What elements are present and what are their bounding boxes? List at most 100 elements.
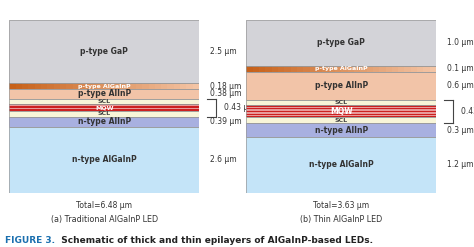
Bar bbox=[9, 99, 199, 104]
Bar bbox=[246, 137, 436, 193]
Text: 0.43 μm: 0.43 μm bbox=[461, 107, 474, 116]
Bar bbox=[161, 83, 167, 89]
Bar bbox=[9, 109, 199, 110]
Bar bbox=[9, 83, 16, 89]
Bar bbox=[142, 83, 148, 89]
Text: 1.2 μm: 1.2 μm bbox=[447, 160, 474, 169]
Text: 0.38 μm: 0.38 μm bbox=[210, 89, 242, 98]
Bar bbox=[148, 83, 155, 89]
Bar bbox=[9, 127, 199, 193]
Bar bbox=[297, 66, 303, 72]
Bar bbox=[246, 20, 436, 66]
Bar bbox=[9, 127, 199, 193]
Text: Schematic of thick and thin epilayers of AlGaInP-based LEDs.: Schematic of thick and thin epilayers of… bbox=[55, 236, 373, 245]
Bar bbox=[104, 83, 110, 89]
Bar bbox=[73, 83, 79, 89]
Bar bbox=[246, 123, 436, 137]
Text: MQW: MQW bbox=[95, 105, 114, 110]
Bar bbox=[272, 66, 278, 72]
Bar bbox=[373, 66, 379, 72]
Bar bbox=[411, 66, 417, 72]
Bar bbox=[9, 111, 199, 117]
Text: (a) Traditional AlGaInP LED: (a) Traditional AlGaInP LED bbox=[51, 215, 158, 224]
Bar bbox=[291, 66, 297, 72]
Bar bbox=[246, 20, 436, 66]
Bar bbox=[246, 100, 436, 105]
Text: SCL: SCL bbox=[98, 111, 111, 116]
Text: FIGURE 3.: FIGURE 3. bbox=[5, 236, 55, 245]
Bar bbox=[246, 137, 436, 193]
Bar bbox=[246, 107, 436, 108]
Text: Total=6.48 μm: Total=6.48 μm bbox=[76, 201, 132, 210]
Bar bbox=[9, 99, 199, 104]
Text: 0.39 μm: 0.39 μm bbox=[210, 117, 242, 126]
Bar bbox=[385, 66, 392, 72]
Bar bbox=[246, 109, 436, 111]
Text: p-type AlInP: p-type AlInP bbox=[78, 89, 131, 98]
Bar bbox=[246, 117, 436, 123]
Bar bbox=[174, 83, 180, 89]
Bar bbox=[186, 83, 193, 89]
Text: n-type AlInP: n-type AlInP bbox=[78, 117, 131, 126]
Bar bbox=[79, 83, 85, 89]
Bar bbox=[246, 72, 436, 100]
Bar bbox=[423, 66, 430, 72]
Bar bbox=[91, 83, 98, 89]
Text: SCL: SCL bbox=[335, 118, 348, 123]
Text: 0.18 μm: 0.18 μm bbox=[210, 82, 242, 91]
Bar bbox=[246, 105, 436, 117]
Bar bbox=[167, 83, 174, 89]
Bar bbox=[259, 66, 265, 72]
Bar bbox=[9, 106, 199, 107]
Text: 2.5 μm: 2.5 μm bbox=[210, 47, 237, 56]
Text: p-type AlInP: p-type AlInP bbox=[315, 81, 368, 90]
Text: 0.43 μm: 0.43 μm bbox=[224, 103, 255, 112]
Bar bbox=[246, 100, 436, 105]
Bar bbox=[110, 83, 117, 89]
Bar bbox=[366, 66, 373, 72]
Bar bbox=[9, 108, 199, 109]
Bar bbox=[41, 83, 47, 89]
Bar bbox=[265, 66, 272, 72]
Text: p-type GaP: p-type GaP bbox=[80, 47, 128, 56]
Bar bbox=[9, 89, 199, 99]
Bar bbox=[417, 66, 423, 72]
Bar bbox=[316, 66, 322, 72]
Bar bbox=[246, 105, 436, 117]
Text: (b) Thin AlGaInP LED: (b) Thin AlGaInP LED bbox=[300, 215, 383, 224]
Bar bbox=[9, 105, 199, 106]
Bar bbox=[253, 66, 259, 72]
Bar bbox=[9, 117, 199, 127]
Bar bbox=[123, 83, 129, 89]
Bar bbox=[328, 66, 335, 72]
Bar bbox=[341, 66, 347, 72]
Bar bbox=[310, 66, 316, 72]
Bar bbox=[9, 20, 199, 83]
Text: 2.6 μm: 2.6 μm bbox=[210, 155, 237, 164]
Bar bbox=[35, 83, 41, 89]
Text: p-type AlGaInP: p-type AlGaInP bbox=[78, 84, 131, 89]
Text: 0.6 μm: 0.6 μm bbox=[447, 81, 474, 90]
Bar bbox=[117, 83, 123, 89]
Bar bbox=[28, 83, 35, 89]
Bar bbox=[398, 66, 404, 72]
Bar bbox=[246, 115, 436, 116]
Text: SCL: SCL bbox=[98, 99, 111, 104]
Bar bbox=[60, 83, 66, 89]
Text: 0.1 μm: 0.1 μm bbox=[447, 64, 474, 73]
Text: p-type GaP: p-type GaP bbox=[317, 38, 365, 47]
Bar bbox=[9, 104, 199, 111]
Bar bbox=[246, 72, 436, 100]
Bar bbox=[246, 66, 436, 72]
Bar bbox=[9, 83, 199, 89]
Bar bbox=[278, 66, 284, 72]
Text: n-type AlGaInP: n-type AlGaInP bbox=[72, 155, 137, 164]
Bar bbox=[9, 20, 199, 83]
Bar bbox=[193, 83, 199, 89]
Text: p-type AlGaInP: p-type AlGaInP bbox=[315, 66, 368, 71]
Text: MQW: MQW bbox=[330, 107, 353, 116]
Bar bbox=[9, 111, 199, 117]
Bar bbox=[303, 66, 310, 72]
Text: SCL: SCL bbox=[335, 100, 348, 105]
Bar bbox=[47, 83, 54, 89]
